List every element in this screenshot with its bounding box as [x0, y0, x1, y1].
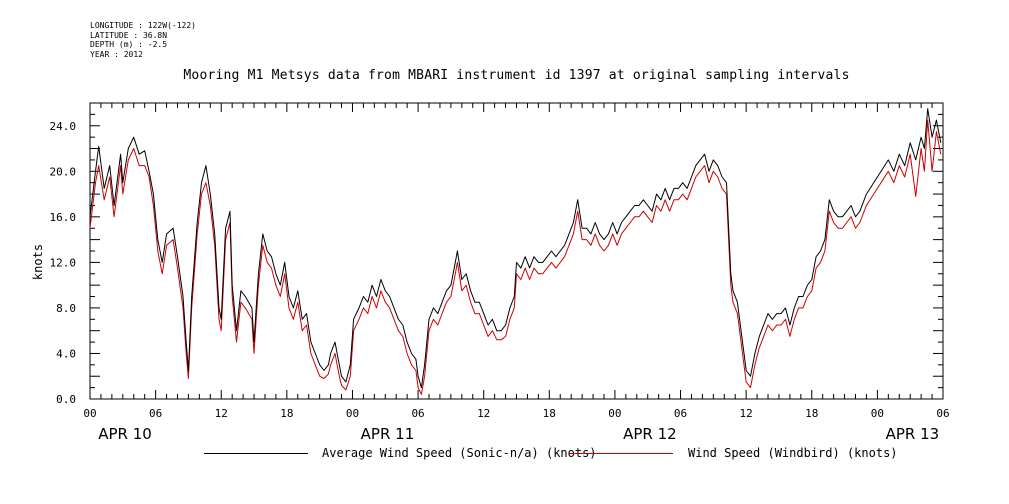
- date-label: APR 11: [361, 425, 415, 443]
- legend-label-sonic: Average Wind Speed (Sonic-n/a) (knots): [322, 446, 597, 460]
- x-tick-label: 06: [936, 407, 949, 420]
- x-tick-label: 00: [83, 407, 96, 420]
- chart-title: Mooring M1 Metsys data from MBARI instru…: [183, 68, 850, 83]
- depth-label: DEPTH (m) : -2.5: [90, 40, 168, 49]
- y-tick-label: 12.0: [50, 256, 77, 269]
- chart-legend: Average Wind Speed (Sonic-n/a) (knots) W…: [0, 444, 1009, 464]
- x-tick-label: 12: [740, 407, 753, 420]
- date-label: APR 13: [886, 425, 940, 443]
- y-tick-label: 4.0: [56, 347, 76, 360]
- x-tick-label: 00: [608, 407, 621, 420]
- plot-axes: 00 06 12 18 00 06 12 18 00 06 12 18 00 06 APR 10 APR 11…: [50, 102, 950, 443]
- chart-plot: 00 06 12 18 00 06 12 18 00 06 12 18 00 06 APR 10 APR 11…: [31, 102, 950, 443]
- latitude-label: LATITUDE : 36.8N: [90, 30, 168, 40]
- legend-swatch-windbird: [569, 453, 673, 454]
- legend-swatch-sonic: [204, 453, 308, 454]
- x-tick-label: 12: [215, 407, 228, 420]
- y-tick-label: 0.0: [56, 393, 76, 406]
- y-tick-label: 8.0: [56, 302, 76, 315]
- y-axis-label: knots: [31, 244, 45, 280]
- metadata-block: LONGITUDE : 122W(-122) LATITUDE : 36.8N …: [90, 21, 196, 59]
- series-line-windbird: [89, 119, 942, 395]
- x-tick-label: 18: [805, 407, 818, 420]
- date-label: APR 10: [98, 425, 152, 443]
- plot-frame: [89, 102, 944, 400]
- year-label: YEAR : 2012: [90, 49, 143, 59]
- x-tick-label: 06: [674, 407, 687, 420]
- x-tick-label: 12: [477, 407, 490, 420]
- legend-label-windbird: Wind Speed (Windbird) (knots): [688, 446, 898, 460]
- x-tick-label: 00: [871, 407, 884, 420]
- x-tick-label: 06: [411, 407, 424, 420]
- x-tick-label: 18: [280, 407, 293, 420]
- series-line-sonic: [89, 108, 942, 389]
- longitude-label: LONGITUDE : 122W(-122): [90, 21, 196, 30]
- y-tick-label: 20.0: [50, 165, 77, 178]
- x-tick-label: 06: [149, 407, 162, 420]
- date-label: APR 12: [623, 425, 677, 443]
- y-tick-label: 16.0: [50, 211, 77, 224]
- x-tick-label: 18: [543, 407, 556, 420]
- plot-series: [89, 108, 942, 395]
- x-tick-label: 00: [346, 407, 359, 420]
- y-tick-label: 24.0: [50, 120, 77, 133]
